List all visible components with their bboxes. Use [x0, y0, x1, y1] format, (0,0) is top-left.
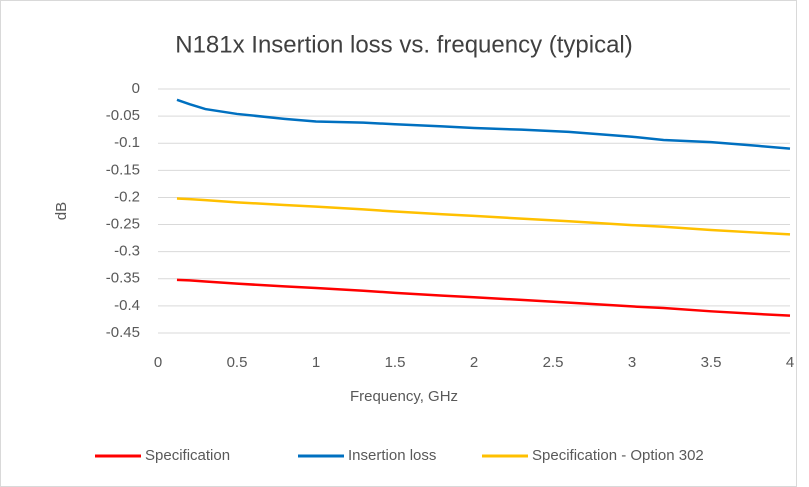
y-tick-label: -0.4: [114, 297, 140, 314]
x-tick-label: 2: [470, 354, 478, 371]
y-tick-label: -0.05: [106, 107, 140, 124]
series-line: [176, 98, 791, 150]
x-tick-label: 3: [628, 354, 636, 371]
y-tick-label: -0.3: [114, 243, 140, 260]
y-tick-label: -0.45: [106, 324, 140, 341]
y-tick-label: -0.15: [106, 161, 140, 178]
legend-label: Insertion loss: [348, 447, 436, 464]
series-line: [176, 197, 791, 236]
y-tick-label: -0.1: [114, 134, 140, 151]
legend-label: Specification: [145, 447, 230, 464]
y-tick-label: -0.25: [106, 216, 140, 233]
y-tick-label: -0.35: [106, 270, 140, 287]
x-tick-label: 2.5: [543, 354, 564, 371]
x-tick-label: 3.5: [701, 354, 722, 371]
legend-label: Specification - Option 302: [532, 447, 704, 464]
x-tick-label: 1: [312, 354, 320, 371]
y-tick-label: -0.2: [114, 188, 140, 205]
x-tick-label: 1.5: [385, 354, 406, 371]
x-tick-label: 0.5: [227, 354, 248, 371]
chart-title: N181x Insertion loss vs. frequency (typi…: [175, 31, 633, 58]
x-tick-label: 4: [786, 354, 794, 371]
x-axis-label: Frequency, GHz: [350, 388, 458, 405]
series-line: [176, 278, 791, 317]
y-tick-label: 0: [132, 80, 140, 97]
x-tick-label: 0: [154, 354, 162, 371]
y-axis-label: dB: [53, 202, 70, 220]
